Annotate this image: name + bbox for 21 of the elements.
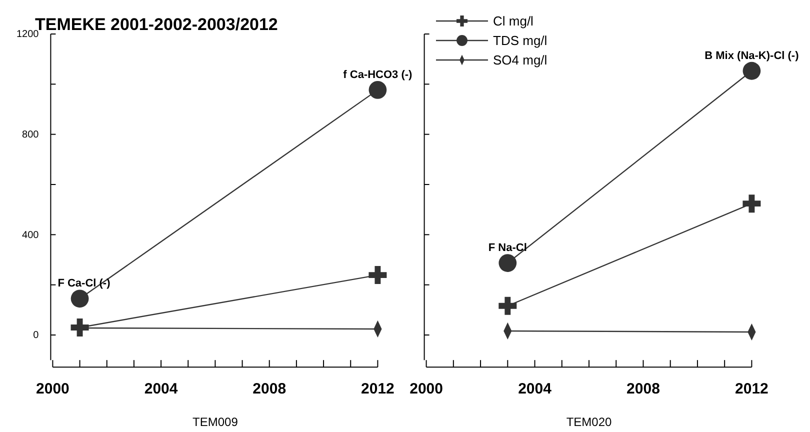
annotation: F Na-Cl <box>488 242 527 254</box>
x-tick-label: 2000 <box>36 380 70 398</box>
y-tick-label: 1200 <box>16 29 40 40</box>
y-tick-label: 400 <box>22 230 40 241</box>
annotation: F Ca-Cl (-) <box>58 278 111 290</box>
y-tick-label: 0 <box>33 330 40 342</box>
annotation: f Ca-HCO3 (-) <box>343 68 413 81</box>
x-tick-label: 2004 <box>518 380 552 398</box>
x-tick-label: 2008 <box>626 380 660 398</box>
x-tick-label: 2000 <box>410 380 443 398</box>
y-tick-label: 800 <box>22 130 40 141</box>
x-axis-title: TEM009 <box>192 415 238 429</box>
x-tick-label: 2012 <box>735 380 768 398</box>
legend-label: Cl mg/l <box>493 14 534 28</box>
x-tick-label: 2012 <box>361 380 394 398</box>
x-tick-label: 2004 <box>144 380 178 398</box>
annotation: B Mix (Na-K)-Cl (-) <box>704 50 800 62</box>
x-tick-label: 2008 <box>252 380 286 398</box>
x-axis-title: TEM020 <box>566 415 612 429</box>
legend-label: SO4 mg/l <box>493 52 548 68</box>
legend-label: TDS mg/l <box>493 33 548 48</box>
